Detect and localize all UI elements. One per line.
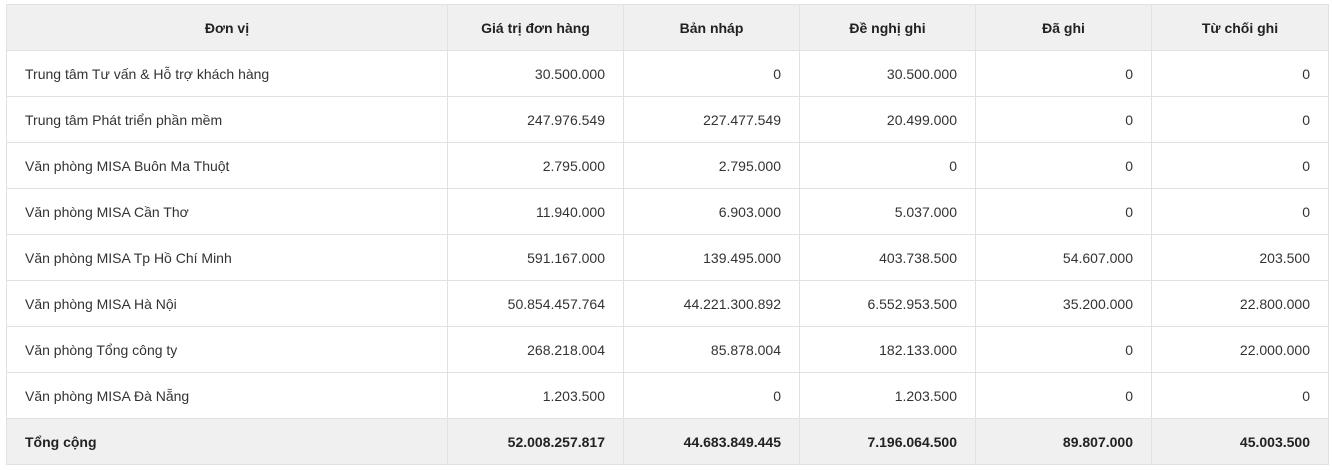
recorded-cell: 35.200.000: [975, 280, 1152, 327]
order-value-cell: 11.940.000: [447, 188, 624, 235]
unit-name-cell: Văn phòng MISA Cần Thơ: [6, 188, 448, 235]
unit-name-cell: Văn phòng MISA Tp Hồ Chí Minh: [6, 234, 448, 281]
column-header-tu-choi-ghi[interactable]: Từ chối ghi: [1151, 4, 1329, 51]
table-row[interactable]: Văn phòng MISA Hà Nội 50.854.457.764 44.…: [6, 280, 1329, 327]
unit-name-cell: Văn phòng MISA Buôn Ma Thuột: [6, 142, 448, 189]
column-header-da-ghi[interactable]: Đã ghi: [975, 4, 1152, 51]
table-row[interactable]: Trung tâm Tư vấn & Hỗ trợ khách hàng 30.…: [6, 50, 1329, 97]
rejected-cell: 22.000.000: [1151, 326, 1329, 373]
proposed-cell: 30.500.000: [799, 50, 976, 97]
rejected-cell: 203.500: [1151, 234, 1329, 281]
order-value-cell: 247.976.549: [447, 96, 624, 143]
table-row[interactable]: Văn phòng MISA Tp Hồ Chí Minh 591.167.00…: [6, 234, 1329, 281]
order-value-cell: 2.795.000: [447, 142, 624, 189]
unit-name-cell: Trung tâm Phát triển phần mềm: [6, 96, 448, 143]
unit-name-cell: Văn phòng MISA Đà Nẵng: [6, 372, 448, 419]
column-header-gia-tri-don-hang[interactable]: Giá trị đơn hàng: [447, 4, 624, 51]
total-label: Tổng cộng: [6, 418, 448, 465]
recorded-cell: 0: [975, 142, 1152, 189]
order-value-cell: 591.167.000: [447, 234, 624, 281]
total-rejected: 45.003.500: [1151, 418, 1329, 465]
rejected-cell: 0: [1151, 372, 1329, 419]
rejected-cell: 0: [1151, 188, 1329, 235]
total-order-value: 52.008.257.817: [447, 418, 624, 465]
draft-cell: 44.221.300.892: [623, 280, 800, 327]
column-header-de-nghi-ghi[interactable]: Đề nghị ghi: [799, 4, 976, 51]
recorded-cell: 0: [975, 188, 1152, 235]
draft-cell: 85.878.004: [623, 326, 800, 373]
recorded-cell: 0: [975, 96, 1152, 143]
recorded-cell: 0: [975, 50, 1152, 97]
proposed-cell: 0: [799, 142, 976, 189]
report-table-container: Đơn vị Giá trị đơn hàng Bản nháp Đề nghị…: [6, 4, 1329, 471]
unit-name-cell: Văn phòng MISA Hà Nội: [6, 280, 448, 327]
draft-cell: 227.477.549: [623, 96, 800, 143]
total-row: Tổng cộng 52.008.257.817 44.683.849.445 …: [6, 418, 1329, 465]
order-summary-table: Đơn vị Giá trị đơn hàng Bản nháp Đề nghị…: [6, 4, 1329, 465]
table-row[interactable]: Trung tâm Phát triển phần mềm 247.976.54…: [6, 96, 1329, 143]
rejected-cell: 0: [1151, 142, 1329, 189]
unit-name-cell: Trung tâm Tư vấn & Hỗ trợ khách hàng: [6, 50, 448, 97]
total-draft: 44.683.849.445: [623, 418, 800, 465]
table-row[interactable]: Văn phòng Tổng công ty 268.218.004 85.87…: [6, 326, 1329, 373]
proposed-cell: 1.203.500: [799, 372, 976, 419]
rejected-cell: 22.800.000: [1151, 280, 1329, 327]
order-value-cell: 50.854.457.764: [447, 280, 624, 327]
proposed-cell: 6.552.953.500: [799, 280, 976, 327]
draft-cell: 0: [623, 372, 800, 419]
recorded-cell: 0: [975, 326, 1152, 373]
unit-name-cell: Văn phòng Tổng công ty: [6, 326, 448, 373]
draft-cell: 0: [623, 50, 800, 97]
proposed-cell: 403.738.500: [799, 234, 976, 281]
total-proposed: 7.196.064.500: [799, 418, 976, 465]
proposed-cell: 5.037.000: [799, 188, 976, 235]
rejected-cell: 0: [1151, 50, 1329, 97]
table-header-row: Đơn vị Giá trị đơn hàng Bản nháp Đề nghị…: [6, 4, 1329, 51]
recorded-cell: 54.607.000: [975, 234, 1152, 281]
table-row[interactable]: Văn phòng MISA Đà Nẵng 1.203.500 0 1.203…: [6, 372, 1329, 419]
rejected-cell: 0: [1151, 96, 1329, 143]
table-row[interactable]: Văn phòng MISA Cần Thơ 11.940.000 6.903.…: [6, 188, 1329, 235]
order-value-cell: 268.218.004: [447, 326, 624, 373]
recorded-cell: 0: [975, 372, 1152, 419]
order-value-cell: 30.500.000: [447, 50, 624, 97]
column-header-ban-nhap[interactable]: Bản nháp: [623, 4, 800, 51]
column-header-don-vi[interactable]: Đơn vị: [6, 4, 448, 51]
proposed-cell: 20.499.000: [799, 96, 976, 143]
table-row[interactable]: Văn phòng MISA Buôn Ma Thuột 2.795.000 2…: [6, 142, 1329, 189]
draft-cell: 6.903.000: [623, 188, 800, 235]
draft-cell: 139.495.000: [623, 234, 800, 281]
order-value-cell: 1.203.500: [447, 372, 624, 419]
proposed-cell: 182.133.000: [799, 326, 976, 373]
draft-cell: 2.795.000: [623, 142, 800, 189]
total-recorded: 89.807.000: [975, 418, 1152, 465]
